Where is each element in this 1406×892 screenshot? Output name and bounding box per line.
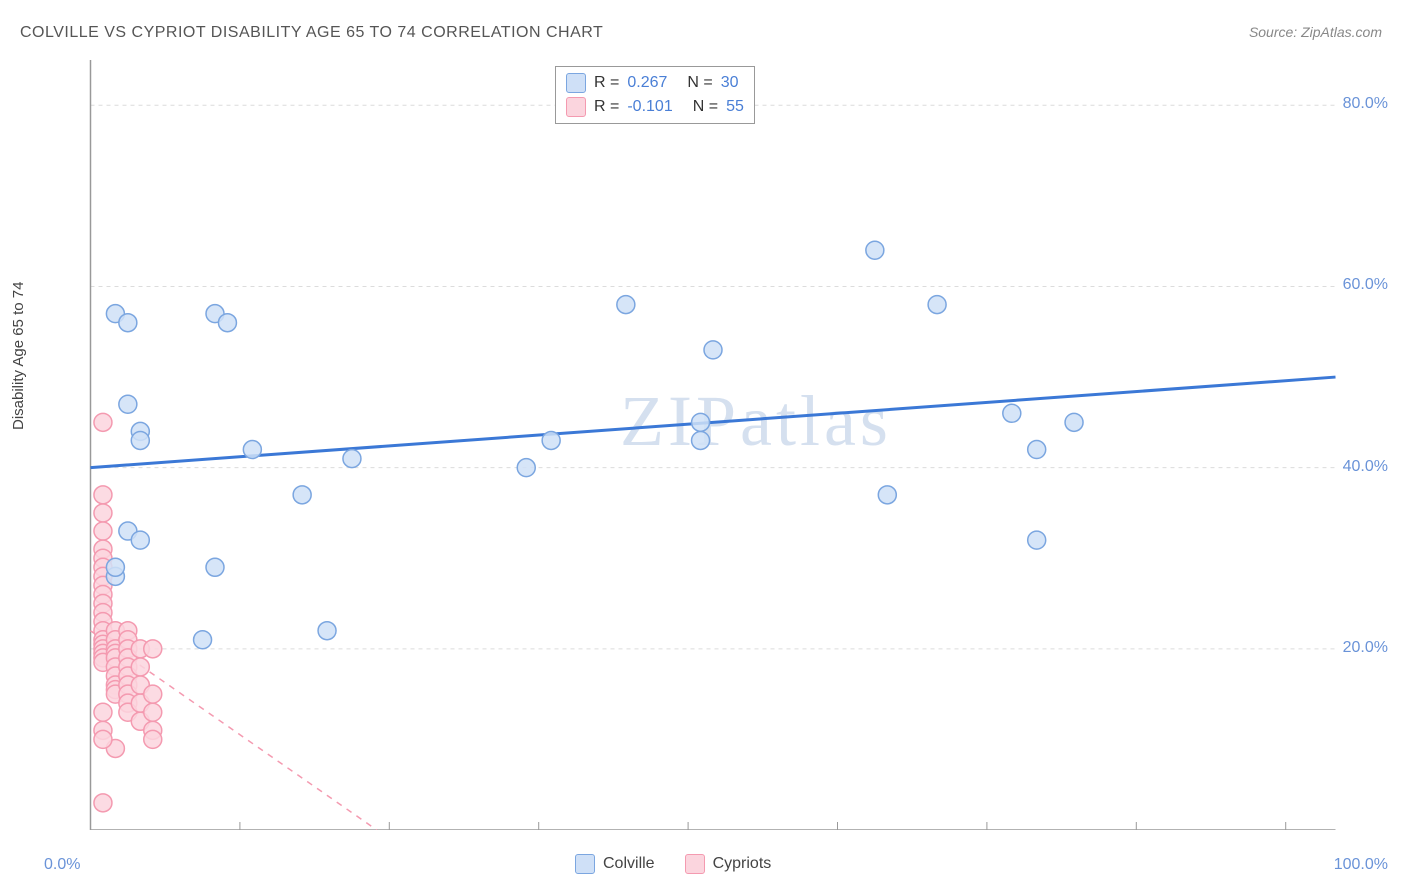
legend-label-cypriots: Cypriots [713,855,772,873]
r-value-colville: 0.267 [627,74,667,92]
r-label: R = [594,74,619,92]
x-tick-label-left: 0.0% [44,856,80,874]
n-value-colville: 30 [721,74,739,92]
swatch-colville-icon [575,854,595,874]
n-value-cypriots: 55 [726,98,744,116]
r-value-cypriots: -0.101 [627,98,672,116]
r-label: R = [594,98,619,116]
source-attribution: Source: ZipAtlas.com [1249,24,1382,40]
y-axis-label: Disability Age 65 to 74 [10,282,27,430]
y-tick-label: 80.0% [1343,95,1388,113]
legend-row-cypriots: R = -0.101 N = 55 [566,95,744,119]
series-legend: Colville Cypriots [575,854,771,874]
legend-item-colville: Colville [575,854,655,874]
n-label: N = [687,74,712,92]
chart-title: COLVILLE VS CYPRIOT DISABILITY AGE 65 TO… [20,24,603,42]
swatch-colville [566,73,586,93]
x-tick-label-right: 100.0% [1334,856,1388,874]
y-tick-label: 40.0% [1343,458,1388,476]
y-tick-label: 60.0% [1343,276,1388,294]
scatter-chart [48,60,1378,830]
swatch-cypriots-icon [685,854,705,874]
legend-label-colville: Colville [603,855,655,873]
n-label: N = [693,98,718,116]
swatch-cypriots [566,97,586,117]
correlation-legend: R = 0.267 N = 30 R = -0.101 N = 55 [555,66,755,124]
chart-container: COLVILLE VS CYPRIOT DISABILITY AGE 65 TO… [0,0,1406,892]
y-tick-label: 20.0% [1343,639,1388,657]
legend-row-colville: R = 0.267 N = 30 [566,71,744,95]
legend-item-cypriots: Cypriots [685,854,772,874]
